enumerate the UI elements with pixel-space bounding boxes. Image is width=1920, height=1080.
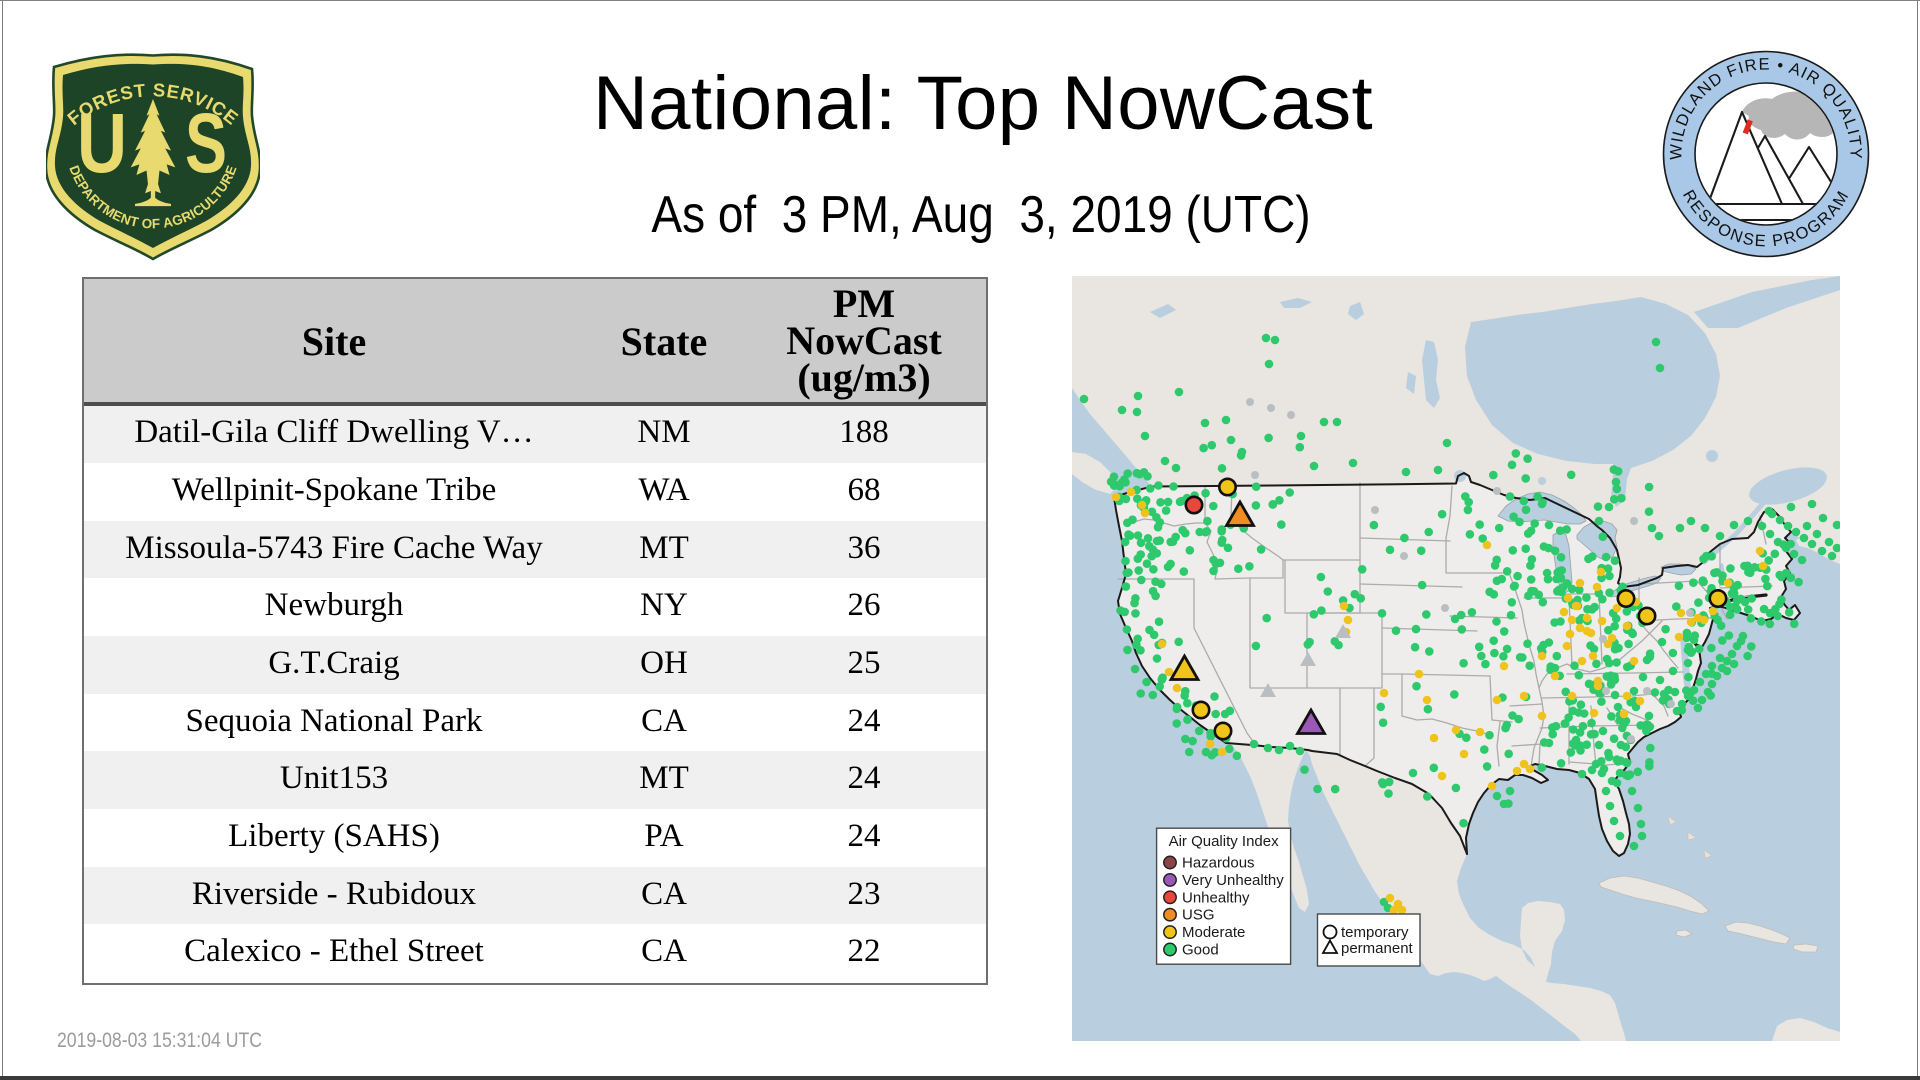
svg-text:temporary: temporary <box>1341 924 1409 941</box>
svg-text:Very Unhealthy: Very Unhealthy <box>1182 872 1284 889</box>
svg-text:S: S <box>185 96 227 190</box>
svg-text:U: U <box>77 96 127 190</box>
svg-text:Moderate: Moderate <box>1182 924 1245 941</box>
svg-text:Hazardous: Hazardous <box>1182 855 1255 872</box>
svg-text:permanent: permanent <box>1341 940 1414 957</box>
svg-text:Unhealthy: Unhealthy <box>1182 889 1250 906</box>
svg-text:USG: USG <box>1182 907 1215 924</box>
svg-text:Good: Good <box>1182 942 1219 959</box>
svg-text:Air Quality Index: Air Quality Index <box>1169 833 1280 850</box>
